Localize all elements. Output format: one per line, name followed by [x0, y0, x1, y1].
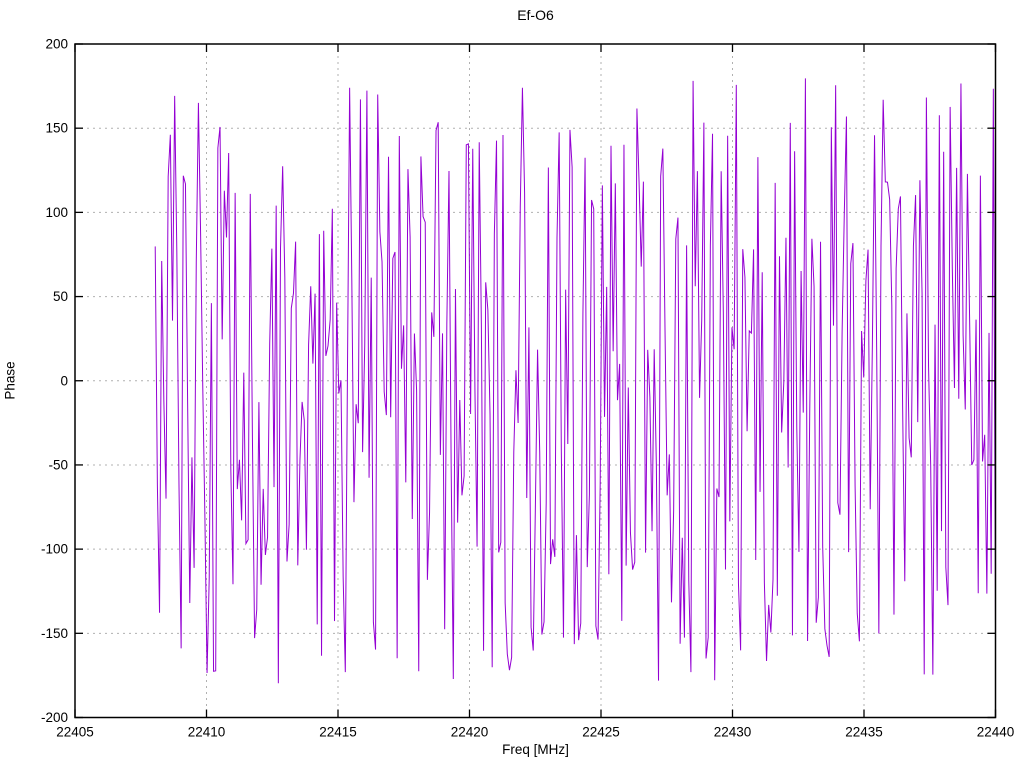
y-tick-label: 0 — [60, 373, 68, 388]
y-axis-label: Phase — [2, 361, 18, 400]
x-tick-label: 22420 — [451, 725, 489, 740]
y-tick-label: 50 — [53, 289, 68, 304]
x-tick-label: 22415 — [319, 725, 357, 740]
x-axis-label: Freq [MHz] — [502, 742, 569, 757]
x-tick-label: 22405 — [56, 725, 94, 740]
x-tick-label: 22410 — [188, 725, 226, 740]
x-tick-label: 22440 — [977, 725, 1015, 740]
x-tick-labels: 22405 22410 22415 22420 22425 22430 22435 22440 — [56, 725, 1014, 740]
x-tick-label: 22430 — [714, 725, 752, 740]
y-tick-label: 100 — [45, 205, 68, 220]
y-tick-label: -200 — [41, 710, 68, 725]
x-tick-label: 22435 — [845, 725, 883, 740]
x-tick-label: 22425 — [582, 725, 620, 740]
y-tick-label: -50 — [48, 457, 68, 472]
series-ef-o6-baseline-phase — [154, 78, 996, 684]
y-tick-label: 150 — [45, 121, 68, 136]
plot-border — [74, 43, 997, 719]
y-tick-label: 200 — [45, 37, 68, 52]
y-tick-label: -100 — [41, 542, 68, 557]
y-tick-label: -150 — [41, 626, 68, 641]
chart-title: Ef-O6 — [517, 7, 554, 23]
y-tick-labels: -200 -150 -100 -50 0 50 100 150 200 — [41, 37, 68, 726]
